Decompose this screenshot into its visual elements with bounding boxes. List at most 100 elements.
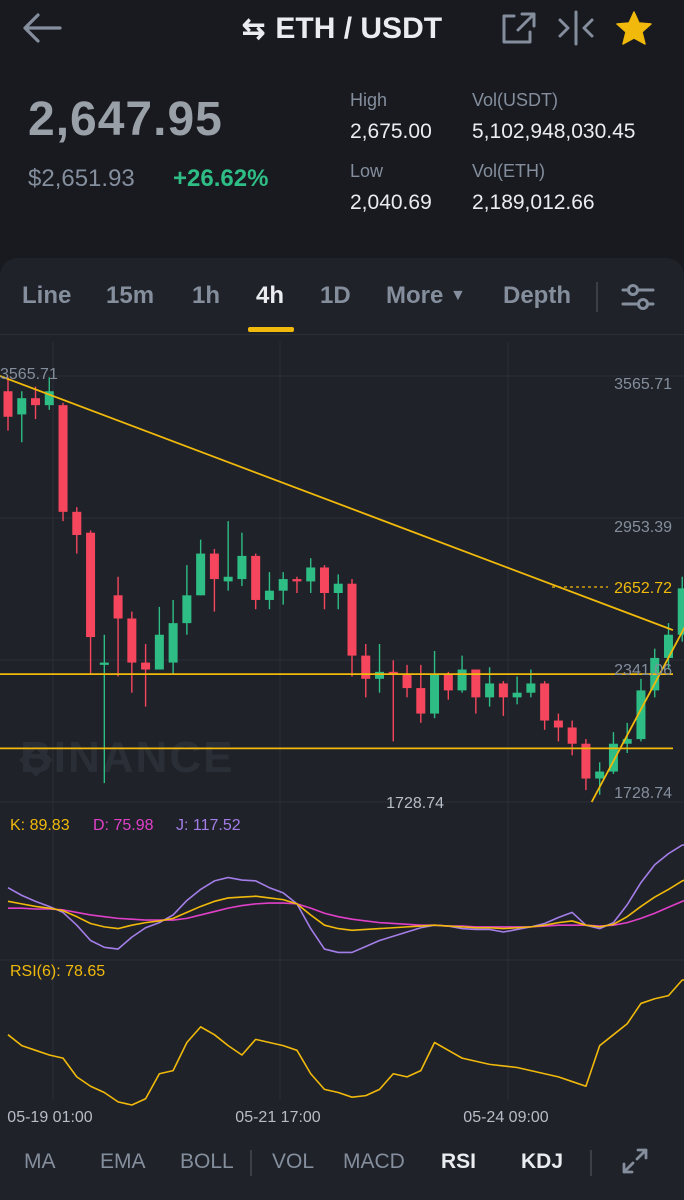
- indicator-ema[interactable]: EMA: [100, 1150, 146, 1173]
- candle-down: [72, 511, 82, 536]
- kdj-k-label: K: 89.83: [10, 817, 70, 834]
- candle-down: [292, 579, 302, 582]
- candle-down: [402, 674, 412, 689]
- candle-up: [595, 771, 605, 779]
- rsi-polyline: [7, 979, 684, 1106]
- candle-up: [636, 690, 646, 740]
- candle-up: [485, 683, 495, 698]
- candle-down: [113, 595, 123, 619]
- low-value: 2,040.69: [350, 191, 432, 214]
- candle-up: [622, 739, 632, 744]
- candle-up: [237, 555, 247, 580]
- candle-down: [361, 655, 371, 679]
- candle-up: [306, 567, 316, 582]
- tab-depth[interactable]: Depth: [503, 282, 571, 309]
- trendlines: [0, 375, 684, 803]
- candle-up: [44, 391, 54, 406]
- page-title[interactable]: ⇆ ETH / USDT: [0, 12, 684, 46]
- tab-more-label: More: [386, 282, 444, 309]
- trendline-ascending-support: [590, 626, 684, 803]
- candle-down: [127, 618, 137, 663]
- tab-line[interactable]: Line: [22, 282, 72, 309]
- candle-up: [99, 662, 109, 665]
- indicator-divider: [250, 1150, 252, 1176]
- indicator-rsi[interactable]: RSI: [441, 1150, 477, 1173]
- candle-down: [567, 727, 577, 744]
- kdj-j-label: J: 117.52: [176, 817, 241, 834]
- rsi-label: RSI(6): 78.65: [10, 963, 105, 980]
- indicator-ma[interactable]: MA: [24, 1150, 56, 1173]
- kdj-j-line: [7, 844, 684, 954]
- fiat-price: $2,651.93: [28, 165, 135, 192]
- indicator-divider: [590, 1150, 592, 1176]
- vol-usdt-value: 5,102,948,030.45: [472, 120, 636, 143]
- swap-arrows-icon: ⇆: [241, 13, 266, 44]
- candle-up: [182, 595, 192, 624]
- indicator-boll[interactable]: BOLL: [180, 1150, 234, 1173]
- low-marker-label: 1728.74: [386, 795, 444, 812]
- vol-usdt-label: Vol(USDT): [472, 90, 559, 110]
- candles: [3, 377, 684, 795]
- kdj-lines: [7, 844, 684, 954]
- indicator-vol[interactable]: VOL: [272, 1150, 315, 1173]
- candle-down: [443, 674, 453, 691]
- vol-eth-value: 2,189,012.66: [472, 191, 595, 214]
- chart-settings-icon[interactable]: [620, 280, 656, 314]
- x-axis-label: 05-21 17:00: [235, 1109, 321, 1126]
- y-axis-label: 2953.39: [614, 519, 672, 536]
- watermark-text: BINANCE: [20, 733, 234, 782]
- candle-up: [168, 623, 178, 663]
- candle-down: [540, 683, 550, 721]
- candle-up: [526, 683, 536, 693]
- indicator-macd[interactable]: MACD: [343, 1150, 405, 1173]
- active-tab-underline: [248, 327, 294, 332]
- watermark-logo-icon: [19, 743, 53, 777]
- price-chart[interactable]: BINANCE 3565.71 2953.39 2341.06 1728.74 …: [0, 336, 684, 1136]
- kdj-d-line: [8, 899, 684, 928]
- candle-down: [58, 405, 68, 512]
- indicator-kdj[interactable]: KDJ: [521, 1150, 564, 1173]
- low-label: Low: [350, 161, 384, 181]
- candle-up: [677, 588, 684, 635]
- y-axis-label: 2341.06: [614, 662, 672, 679]
- candle-down: [31, 398, 41, 406]
- current-price-label: 2652.72: [614, 580, 672, 597]
- candle-down: [3, 391, 13, 417]
- fullscreen-icon[interactable]: [620, 1146, 650, 1176]
- candle-up: [608, 743, 618, 772]
- candle-up: [196, 553, 206, 596]
- tab-15m[interactable]: 15m: [106, 282, 155, 309]
- caret-down-icon: ▼: [450, 287, 466, 304]
- tab-4h[interactable]: 4h: [256, 282, 285, 309]
- x-axis-label: 05-24 09:00: [463, 1109, 549, 1126]
- vol-eth-label: Vol(ETH): [472, 161, 546, 181]
- tabs-divider: [0, 334, 684, 335]
- favorite-star-icon[interactable]: [614, 10, 654, 46]
- tab-1h[interactable]: 1h: [192, 282, 221, 309]
- high-value: 2,675.00: [350, 120, 432, 143]
- tab-divider: [596, 282, 598, 312]
- back-arrow-icon[interactable]: [20, 10, 64, 46]
- change-percent: +26.62%: [173, 165, 269, 192]
- y-axis-label: 3565.71: [614, 376, 672, 393]
- candle-down: [471, 669, 481, 698]
- candle-up: [154, 634, 164, 670]
- tab-more[interactable]: More ▼: [386, 282, 466, 310]
- compare-icon[interactable]: [556, 10, 596, 46]
- candle-up: [278, 579, 288, 591]
- high-marker-label: 3565.71: [0, 366, 58, 383]
- trendline-descending-resistance: [0, 375, 674, 631]
- candle-down: [416, 688, 426, 714]
- candle-down: [553, 720, 563, 728]
- external-link-icon[interactable]: [498, 10, 538, 46]
- kdj-k-line: [7, 879, 684, 932]
- candle-down: [581, 743, 591, 779]
- candle-up: [457, 669, 467, 691]
- candle-up: [17, 398, 27, 415]
- tab-1d[interactable]: 1D: [320, 282, 351, 309]
- candle-down: [347, 583, 357, 656]
- candle-down: [388, 671, 398, 675]
- candle-up: [663, 634, 673, 658]
- pair-name: ETH / USDT: [275, 12, 443, 45]
- candle-down: [86, 532, 96, 638]
